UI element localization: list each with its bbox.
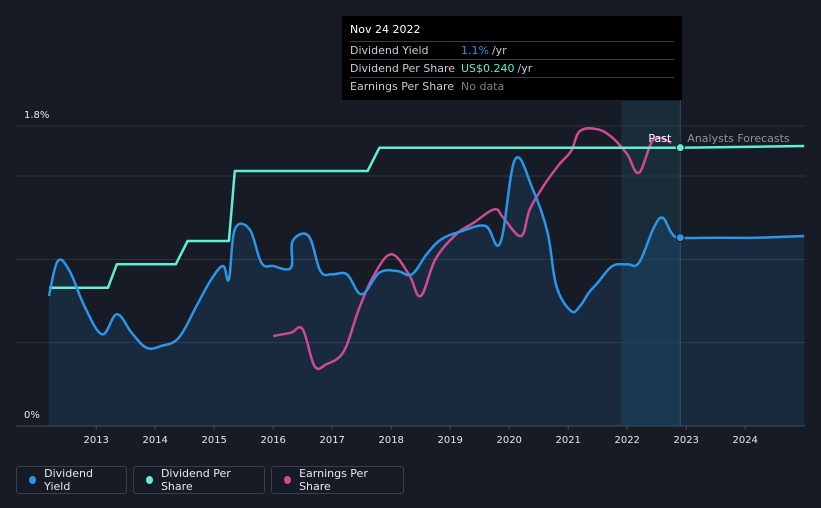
tooltip-row-dividend-per-share: Dividend Per Share US$0.240 /yr <box>350 59 674 77</box>
tooltip-label: Earnings Per Share <box>350 80 455 93</box>
x-tick-label: 2015 <box>201 435 226 446</box>
legend-label: Dividend Per Share <box>160 467 231 493</box>
tooltip-label: Dividend Per Share <box>350 62 456 75</box>
legend-earnings-per-share[interactable]: Earnings Per Share <box>271 466 404 494</box>
analysts-forecasts-label: Analysts Forecasts <box>687 132 790 145</box>
tooltip-date: Nov 24 2022 <box>350 23 421 36</box>
x-tick-label: 2022 <box>614 435 639 446</box>
earnings-per-share-dot-icon <box>284 476 292 484</box>
tooltip-unit: /yr <box>517 62 533 75</box>
x-tick-label: 2024 <box>732 435 757 446</box>
legend-dividend-yield[interactable]: Dividend Yield <box>16 466 127 494</box>
y-axis: 1.8% 0% <box>24 110 49 421</box>
tooltip-value: US$0.240 <box>461 62 515 75</box>
tooltip-value: No data <box>461 80 505 93</box>
x-tick-label: 2016 <box>260 435 285 446</box>
dividend-per-share-dot-icon <box>146 476 153 484</box>
x-tick-label: 2018 <box>378 435 403 446</box>
tooltip-unit: /yr <box>491 44 507 57</box>
y-tick-label: 1.8% <box>24 110 49 121</box>
tooltip-row-dividend-yield: Dividend Yield 1.1% /yr <box>350 41 674 59</box>
legend-dividend-per-share[interactable]: Dividend Per Share <box>133 466 265 494</box>
tooltip-value: 1.1% <box>461 44 489 57</box>
y-tick-label: 0% <box>24 410 40 421</box>
x-tick-label: 2013 <box>83 435 108 446</box>
earnings-per-share-line <box>272 126 672 371</box>
x-tick-label: 2020 <box>496 435 521 446</box>
x-tick-label: 2017 <box>319 435 344 446</box>
x-tick-label: 2023 <box>673 435 698 446</box>
legend-label: Dividend Yield <box>44 467 93 493</box>
x-tick-label: 2014 <box>142 435 167 446</box>
x-tick-label: 2019 <box>437 435 462 446</box>
dividend-yield-area <box>49 157 805 427</box>
past-label: Past <box>648 132 672 145</box>
tooltip-row-earnings-per-share: Earnings Per Share No data <box>350 77 674 95</box>
tooltip: Nov 24 2022 Dividend Yield 1.1% /yr Divi… <box>342 16 682 100</box>
x-axis: 2013 2014 2015 2016 2017 2018 2019 2020 2021 2022… <box>83 426 758 446</box>
forecast-boundary-highlight <box>621 101 681 426</box>
x-tick-label: 2021 <box>555 435 580 446</box>
dividend-per-share-marker <box>675 143 685 153</box>
legend-label: Earnings Per Share <box>299 467 368 493</box>
dividend-per-share-line <box>49 144 805 289</box>
dividend-yield-marker <box>675 233 685 243</box>
dividend-yield-line <box>47 156 805 350</box>
tooltip-label: Dividend Yield <box>350 44 429 57</box>
dividend-yield-dot-icon <box>29 476 37 484</box>
